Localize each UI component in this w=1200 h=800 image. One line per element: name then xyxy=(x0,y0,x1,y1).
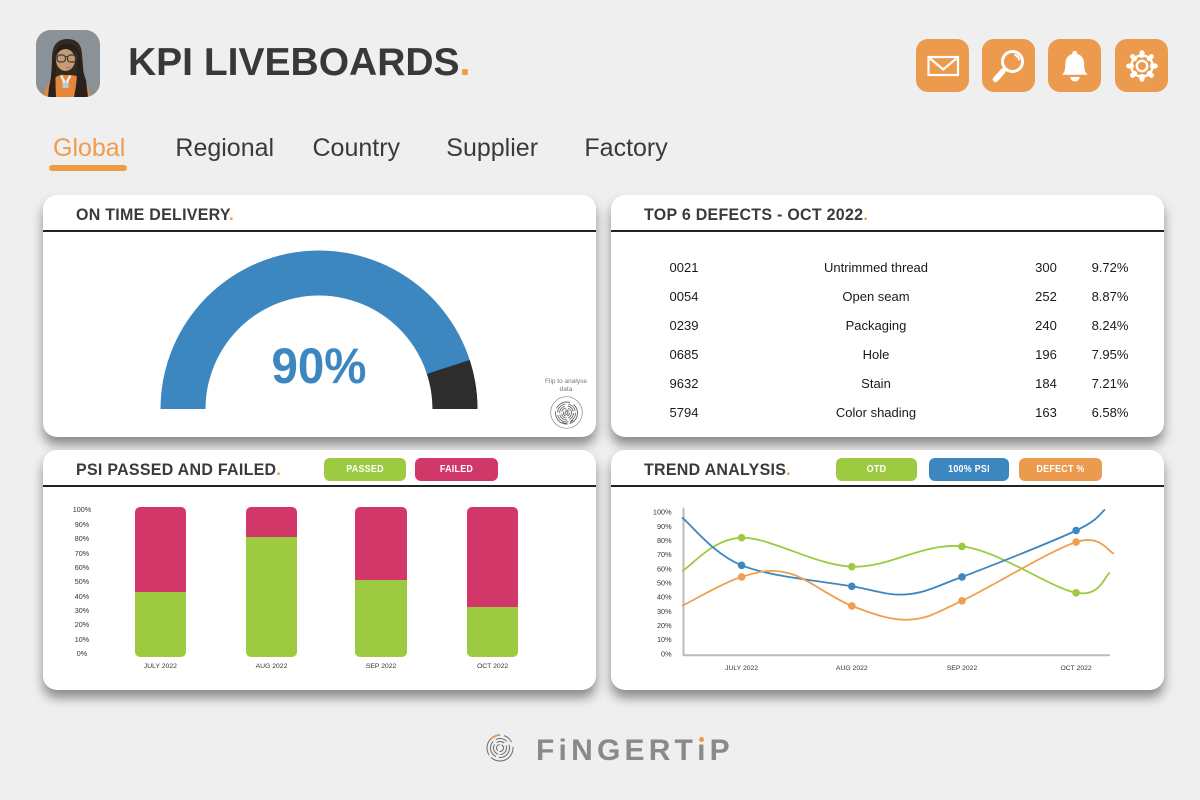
svg-text:OCT 2022: OCT 2022 xyxy=(1060,665,1091,672)
svg-text:100%: 100% xyxy=(653,508,672,517)
svg-text:70%: 70% xyxy=(657,550,672,559)
svg-text:30%: 30% xyxy=(657,607,672,616)
svg-text:80%: 80% xyxy=(657,536,672,545)
svg-text:60%: 60% xyxy=(657,564,672,573)
svg-text:10%: 10% xyxy=(657,635,672,644)
svg-text:90%: 90% xyxy=(657,522,672,531)
svg-text:50%: 50% xyxy=(657,578,672,587)
svg-text:40%: 40% xyxy=(657,593,672,602)
svg-text:JULY 2022: JULY 2022 xyxy=(725,665,758,672)
svg-text:90%: 90% xyxy=(272,338,367,394)
svg-text:20%: 20% xyxy=(657,621,672,630)
svg-text:0%: 0% xyxy=(661,649,672,658)
svg-text:AUG 2022: AUG 2022 xyxy=(836,665,868,672)
svg-text:SEP 2022: SEP 2022 xyxy=(947,665,978,672)
